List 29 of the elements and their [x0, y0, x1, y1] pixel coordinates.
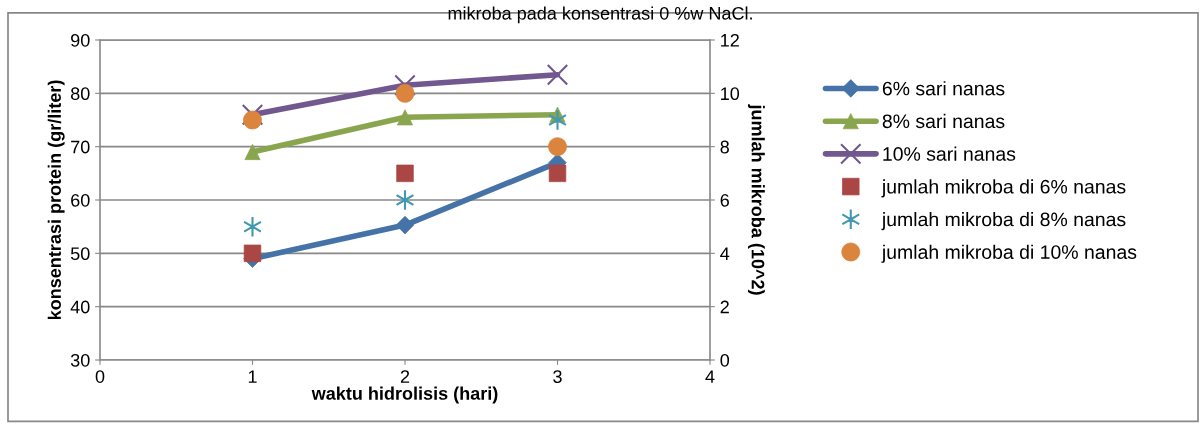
y-axis-title: konsentrasi protein (gr/liter)	[47, 80, 65, 320]
x-tick-label: 4	[705, 370, 715, 383]
x-tick-label: 1	[248, 370, 257, 383]
y-tick-label: 50	[70, 247, 90, 261]
x-tick-label: 3	[553, 370, 562, 383]
y2-tick-label: 0	[720, 353, 730, 367]
legend-label: jumlah mikroba di 8% nanas	[881, 212, 1126, 231]
y-tick-label: 40	[70, 300, 90, 314]
chart-title: mikroba pada konsentrasi 0 %w NaCl.	[448, 6, 752, 24]
legend-label: jumlah mikroba di 6% nanas	[881, 179, 1126, 198]
y2-tick-label: 4	[720, 247, 730, 260]
legend-label: 10% sari nanas	[883, 146, 1016, 161]
legend-label: jumlah mikroba di 10% nanas	[881, 244, 1137, 263]
y2-tick-label: 12	[721, 33, 739, 47]
y-tick-label: 90	[71, 33, 90, 47]
y-tick-label: 80	[70, 87, 90, 101]
legend-label: 6% sari nanas	[882, 81, 1005, 96]
legend-label: 8% sari nanas	[882, 113, 1005, 129]
x-tick-label: 0	[95, 370, 105, 383]
y-tick-label: 70	[71, 140, 90, 154]
y2-tick-label: 6	[720, 193, 729, 207]
y2-tick-label: 8	[720, 140, 729, 154]
y-tick-label: 30	[70, 353, 90, 367]
x-tick-label: 2	[400, 370, 410, 383]
x-axis-title: waktu hidrolisis (hari)	[311, 386, 498, 404]
y2-tick-label: 10	[721, 87, 740, 101]
y2-tick-label: 2	[720, 300, 729, 314]
y2-axis-title: jumlah mikroba (10^2)	[747, 104, 765, 295]
y-tick-label: 60	[71, 193, 90, 207]
